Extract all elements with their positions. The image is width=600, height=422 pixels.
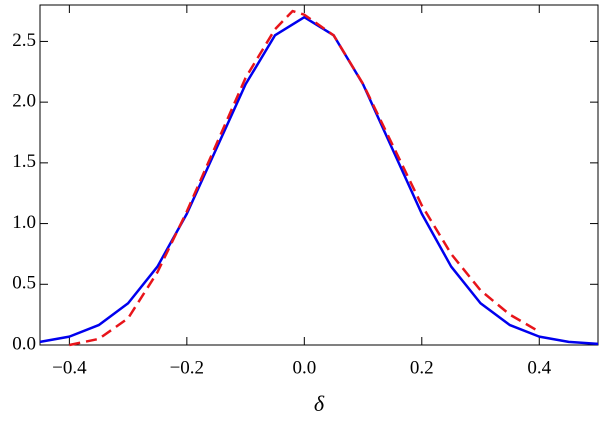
line-series (39, 15, 599, 346)
x-tick-label: −0.2 (170, 357, 204, 378)
y-tick-label: 0.0 (12, 333, 36, 354)
y-tick-label: 2.5 (12, 30, 36, 51)
y-tick-label: 2.0 (12, 91, 36, 112)
x-tick-label: 0.4 (527, 357, 551, 378)
x-tick-label: 0.2 (410, 357, 434, 378)
plot-frame (39, 4, 599, 346)
y-tick-label: 1.5 (12, 151, 36, 172)
line-series (69, 9, 540, 347)
y-tick-label: 0.5 (12, 273, 36, 294)
x-axis-label: δ (314, 391, 325, 416)
y-tick-label: 1.0 (12, 212, 36, 233)
x-tick-label: −0.4 (52, 357, 87, 378)
x-tick-label: 0.0 (292, 357, 316, 378)
